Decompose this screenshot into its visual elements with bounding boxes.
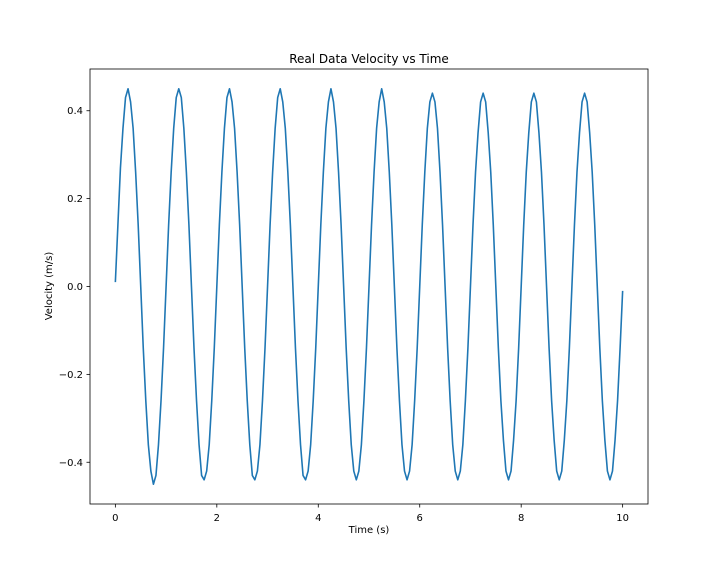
x-tick-label: 8 xyxy=(518,513,524,524)
y-axis: 0.4 0.2 0.0 −0.2 −0.4 xyxy=(59,106,90,469)
velocity-series-line xyxy=(114,87,624,486)
x-tick-label: 2 xyxy=(214,513,220,524)
x-tick-label: 0 xyxy=(112,513,118,524)
x-tick-label: 10 xyxy=(616,513,629,524)
x-tick-label: 6 xyxy=(417,513,423,524)
y-tick-label: −0.4 xyxy=(59,458,83,469)
y-tick-label: 0.2 xyxy=(67,194,83,205)
y-tick-label: 0.4 xyxy=(67,106,83,117)
y-tick-label: 0.0 xyxy=(67,282,83,293)
x-axis: 0 2 4 6 8 10 xyxy=(112,504,629,524)
x-tick-label: 4 xyxy=(315,513,321,524)
x-axis-title: Time (s) xyxy=(348,525,390,536)
chart-title: Real Data Velocity vs Time xyxy=(289,52,449,66)
y-axis-title: Velocity (m/s) xyxy=(44,252,55,321)
plot-area xyxy=(114,87,624,486)
y-tick-label: −0.2 xyxy=(59,370,83,381)
